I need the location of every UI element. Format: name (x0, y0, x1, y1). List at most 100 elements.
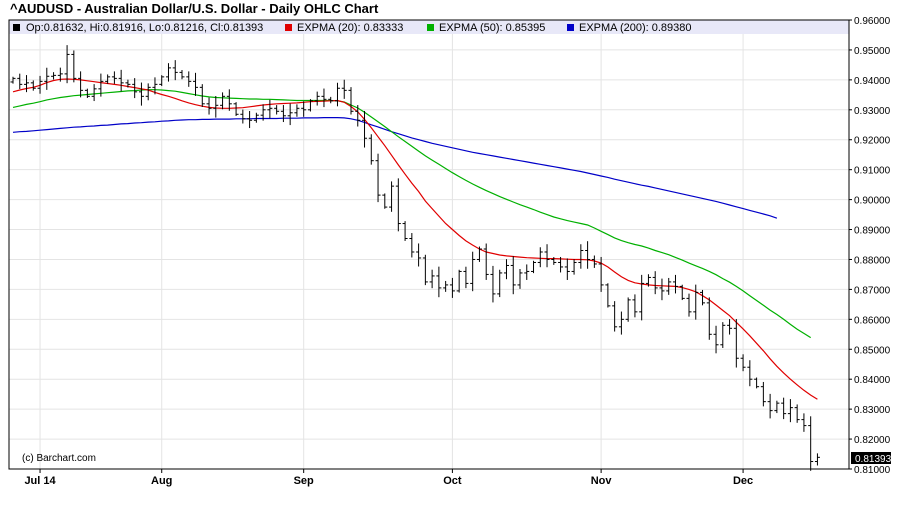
ohlc-bar (463, 266, 469, 289)
ohlc-bar (429, 269, 435, 289)
ohlc-bar (686, 293, 692, 317)
last-price-box (851, 452, 891, 464)
ohlc-bar (321, 88, 327, 108)
y-tick-label: 0.87000 (854, 285, 891, 296)
ohlc-bar (267, 99, 273, 119)
ohlc-bar (368, 134, 374, 165)
ohlc-bar (30, 80, 36, 91)
ema50-line (12, 89, 812, 339)
copyright-note: (c) Barchart.com (22, 453, 96, 464)
x-axis: Jul 14 Aug Sep Oct Nov Dec (24, 469, 753, 487)
ema200-line (12, 116, 778, 219)
ohlc-bar (334, 82, 340, 107)
ohlc-bar (84, 88, 90, 99)
ohlc-bar (145, 83, 151, 101)
ohlc-bar (456, 269, 462, 293)
y-tick-label: 0.81000 (854, 465, 891, 476)
ohlc-bar (355, 105, 361, 127)
ohlc-bar (199, 84, 205, 108)
ohlc-bar (591, 255, 597, 268)
ohlc-bar (740, 354, 746, 372)
plot-frame (8, 19, 850, 470)
ohlc-bar (787, 399, 793, 423)
y-tick-label: 0.90000 (854, 196, 891, 207)
ohlc-bar (233, 102, 239, 116)
ohlc-bar (422, 254, 428, 286)
ohlc-bar (389, 181, 395, 212)
ohlc-bar (274, 105, 280, 115)
ohlc-bar (44, 67, 50, 90)
ohlc-bar (659, 278, 665, 301)
ohlc-bar (348, 87, 354, 115)
ohlc-bar (294, 104, 300, 117)
y-tick-label: 0.85000 (854, 345, 891, 356)
x-tick-label: Nov (591, 475, 613, 487)
ohlc-bar (64, 45, 70, 84)
x-tick-label: Sep (294, 475, 314, 487)
ohlc-bar (497, 269, 503, 298)
last-price-marker: 0.81393 (851, 452, 892, 465)
ohlc-bar (98, 73, 104, 97)
ohlc-bar (165, 63, 171, 82)
ohlc-bar (416, 243, 422, 267)
ohlc-bar (172, 60, 178, 81)
ohlc-bar (747, 360, 753, 387)
ohlc-bar (91, 84, 97, 102)
ohlc-bar (605, 283, 611, 308)
ohlc-bar (24, 75, 30, 93)
ohlc-bar (571, 259, 577, 275)
ohlc-bar (341, 79, 347, 99)
legend-swatch-ema200 (567, 24, 574, 31)
y-tick-label: 0.95000 (854, 46, 891, 57)
ohlc-bar (51, 72, 57, 80)
ohlc-bar (111, 71, 117, 84)
ohlc-bar (814, 453, 820, 466)
ohlc-bar (774, 400, 780, 414)
legend-swatch-ohlc (13, 24, 20, 31)
ohlc-bar (801, 413, 807, 432)
ohlc-bar (253, 112, 259, 123)
ohlc-bar (503, 259, 509, 280)
ohlc-bar (754, 377, 760, 389)
ohlc-bar (382, 193, 388, 209)
ohlc-bar (71, 50, 77, 83)
ohlc-bar (693, 284, 699, 320)
ohlc-bar (443, 280, 449, 292)
ohlc-bar (713, 325, 719, 354)
ohlc-bar (193, 72, 199, 96)
ohlc-bar (375, 153, 381, 203)
y-tick-label: 0.88000 (854, 255, 891, 266)
ohlc-bar (767, 393, 773, 419)
ohlc-bar (551, 257, 557, 265)
legend-swatch-ema20 (285, 24, 292, 31)
ohlc-bar (247, 111, 253, 129)
ohlc-bar (307, 99, 313, 112)
ohlc-bar (125, 79, 131, 88)
x-tick-label: Jul 14 (24, 475, 56, 487)
y-tick-label: 0.89000 (854, 226, 891, 237)
ohlc-bar (700, 289, 706, 306)
ohlc-bar (598, 256, 604, 292)
ohlc-bar (632, 294, 638, 318)
ohlc-bar (395, 178, 401, 232)
legend-bar: Op:0.81632, Hi:0.81916, Lo:0.81216, Cl:0… (9, 20, 849, 34)
ohlc-bar (118, 69, 124, 92)
ohlc-bar (531, 260, 537, 274)
legend-ema200: EXPMA (200): 0.89380 (579, 22, 692, 34)
ohlc-bar (666, 277, 672, 295)
y-tick-label: 0.91000 (854, 166, 891, 177)
ema50-layer (12, 89, 812, 339)
ohlc-bar (301, 101, 307, 117)
ohlc-bar (152, 77, 158, 95)
ohlc-bar (159, 75, 165, 87)
legend-ema20: EXPMA (20): 0.83333 (297, 22, 403, 34)
ema20-line (12, 78, 818, 400)
ohlc-bar (138, 82, 144, 106)
y-tick-label: 0.92000 (854, 136, 891, 147)
ohlc-bar (470, 251, 476, 292)
ohlc-bar (558, 256, 564, 273)
y-tick-label: 0.94000 (854, 76, 891, 87)
y-tick-label: 0.82000 (854, 435, 891, 446)
